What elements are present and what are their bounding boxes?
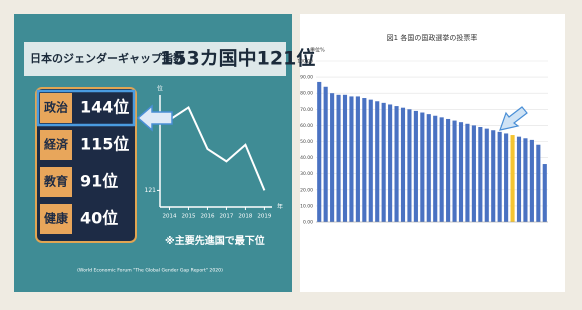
y-tick-label: 80.00 (300, 91, 313, 97)
x-tick-label: 2016 (200, 214, 214, 220)
y-tick-label: 20.00 (300, 187, 313, 193)
category: 教育 (43, 174, 68, 189)
screenshot: 日本のジェンダーギャップ指数 153カ国中121位 ※主要先進国で最下位 (Wo… (0, 0, 582, 310)
y-tick-label: 50.00 (300, 139, 313, 145)
bar (523, 138, 527, 222)
bar (317, 82, 321, 222)
bar (472, 125, 476, 222)
bar (343, 95, 347, 222)
rank: 115位 (80, 135, 129, 154)
bar (349, 96, 353, 222)
bar (356, 96, 360, 222)
x-axis-label: 年 (277, 203, 283, 211)
bar (362, 98, 366, 222)
rank: 40位 (80, 209, 118, 228)
bar (440, 117, 444, 222)
bar (433, 116, 437, 222)
bar (330, 93, 334, 222)
bar (536, 145, 540, 222)
y-tick-label: 10.00 (300, 203, 313, 209)
bar (452, 121, 456, 222)
chart-title: 図1 各国の国政選挙の投票率 (387, 33, 478, 42)
bar (427, 114, 431, 222)
x-tick-label: 2015 (181, 214, 195, 220)
note: ※主要先進国で最下位 (165, 234, 265, 247)
y-tick-label: 70.00 (300, 107, 313, 113)
bar (510, 135, 514, 222)
bar (446, 119, 450, 222)
y-tick-label: 60.00 (300, 123, 313, 129)
bar (401, 108, 405, 222)
x-tick-label: 2018 (238, 214, 252, 220)
bar (517, 137, 521, 222)
bar (369, 100, 373, 222)
bar (407, 109, 411, 222)
y-tick-label: 30.00 (300, 171, 313, 177)
y-tick-label: 121 (145, 187, 157, 194)
bar (491, 130, 495, 222)
bar (375, 101, 379, 222)
bar (336, 95, 340, 222)
bar (382, 103, 386, 222)
y-axis-label: 単位% (310, 47, 325, 54)
bar (498, 132, 502, 222)
y-axis-label: 位 (157, 85, 163, 93)
bar (388, 104, 392, 222)
bar (485, 129, 489, 222)
bar (324, 87, 328, 222)
y-tick-label: 0.00 (303, 220, 313, 226)
bar (504, 133, 508, 222)
bar (394, 106, 398, 222)
y-tick-label: 100.00 (297, 59, 313, 65)
y-tick-label: 90.00 (300, 75, 313, 81)
bar (414, 111, 418, 222)
y-tick-label: 40.00 (300, 155, 313, 161)
bar (543, 164, 547, 222)
bar (478, 127, 482, 222)
bar (459, 122, 463, 222)
bar (465, 124, 469, 222)
category: 政治 (44, 100, 68, 115)
rank: 91位 (80, 172, 118, 191)
x-tick-label: 2019 (257, 214, 271, 220)
headline: 153カ国中121位 (160, 47, 315, 70)
bar (530, 140, 534, 222)
category: 経済 (44, 137, 69, 152)
x-tick-label: 2017 (219, 214, 233, 220)
x-tick-label: 2014 (162, 214, 176, 220)
source: (World Economic Forum "The Global Gender… (77, 268, 223, 274)
bar (420, 113, 424, 222)
rank: 144位 (80, 98, 129, 117)
category: 健康 (44, 211, 69, 226)
